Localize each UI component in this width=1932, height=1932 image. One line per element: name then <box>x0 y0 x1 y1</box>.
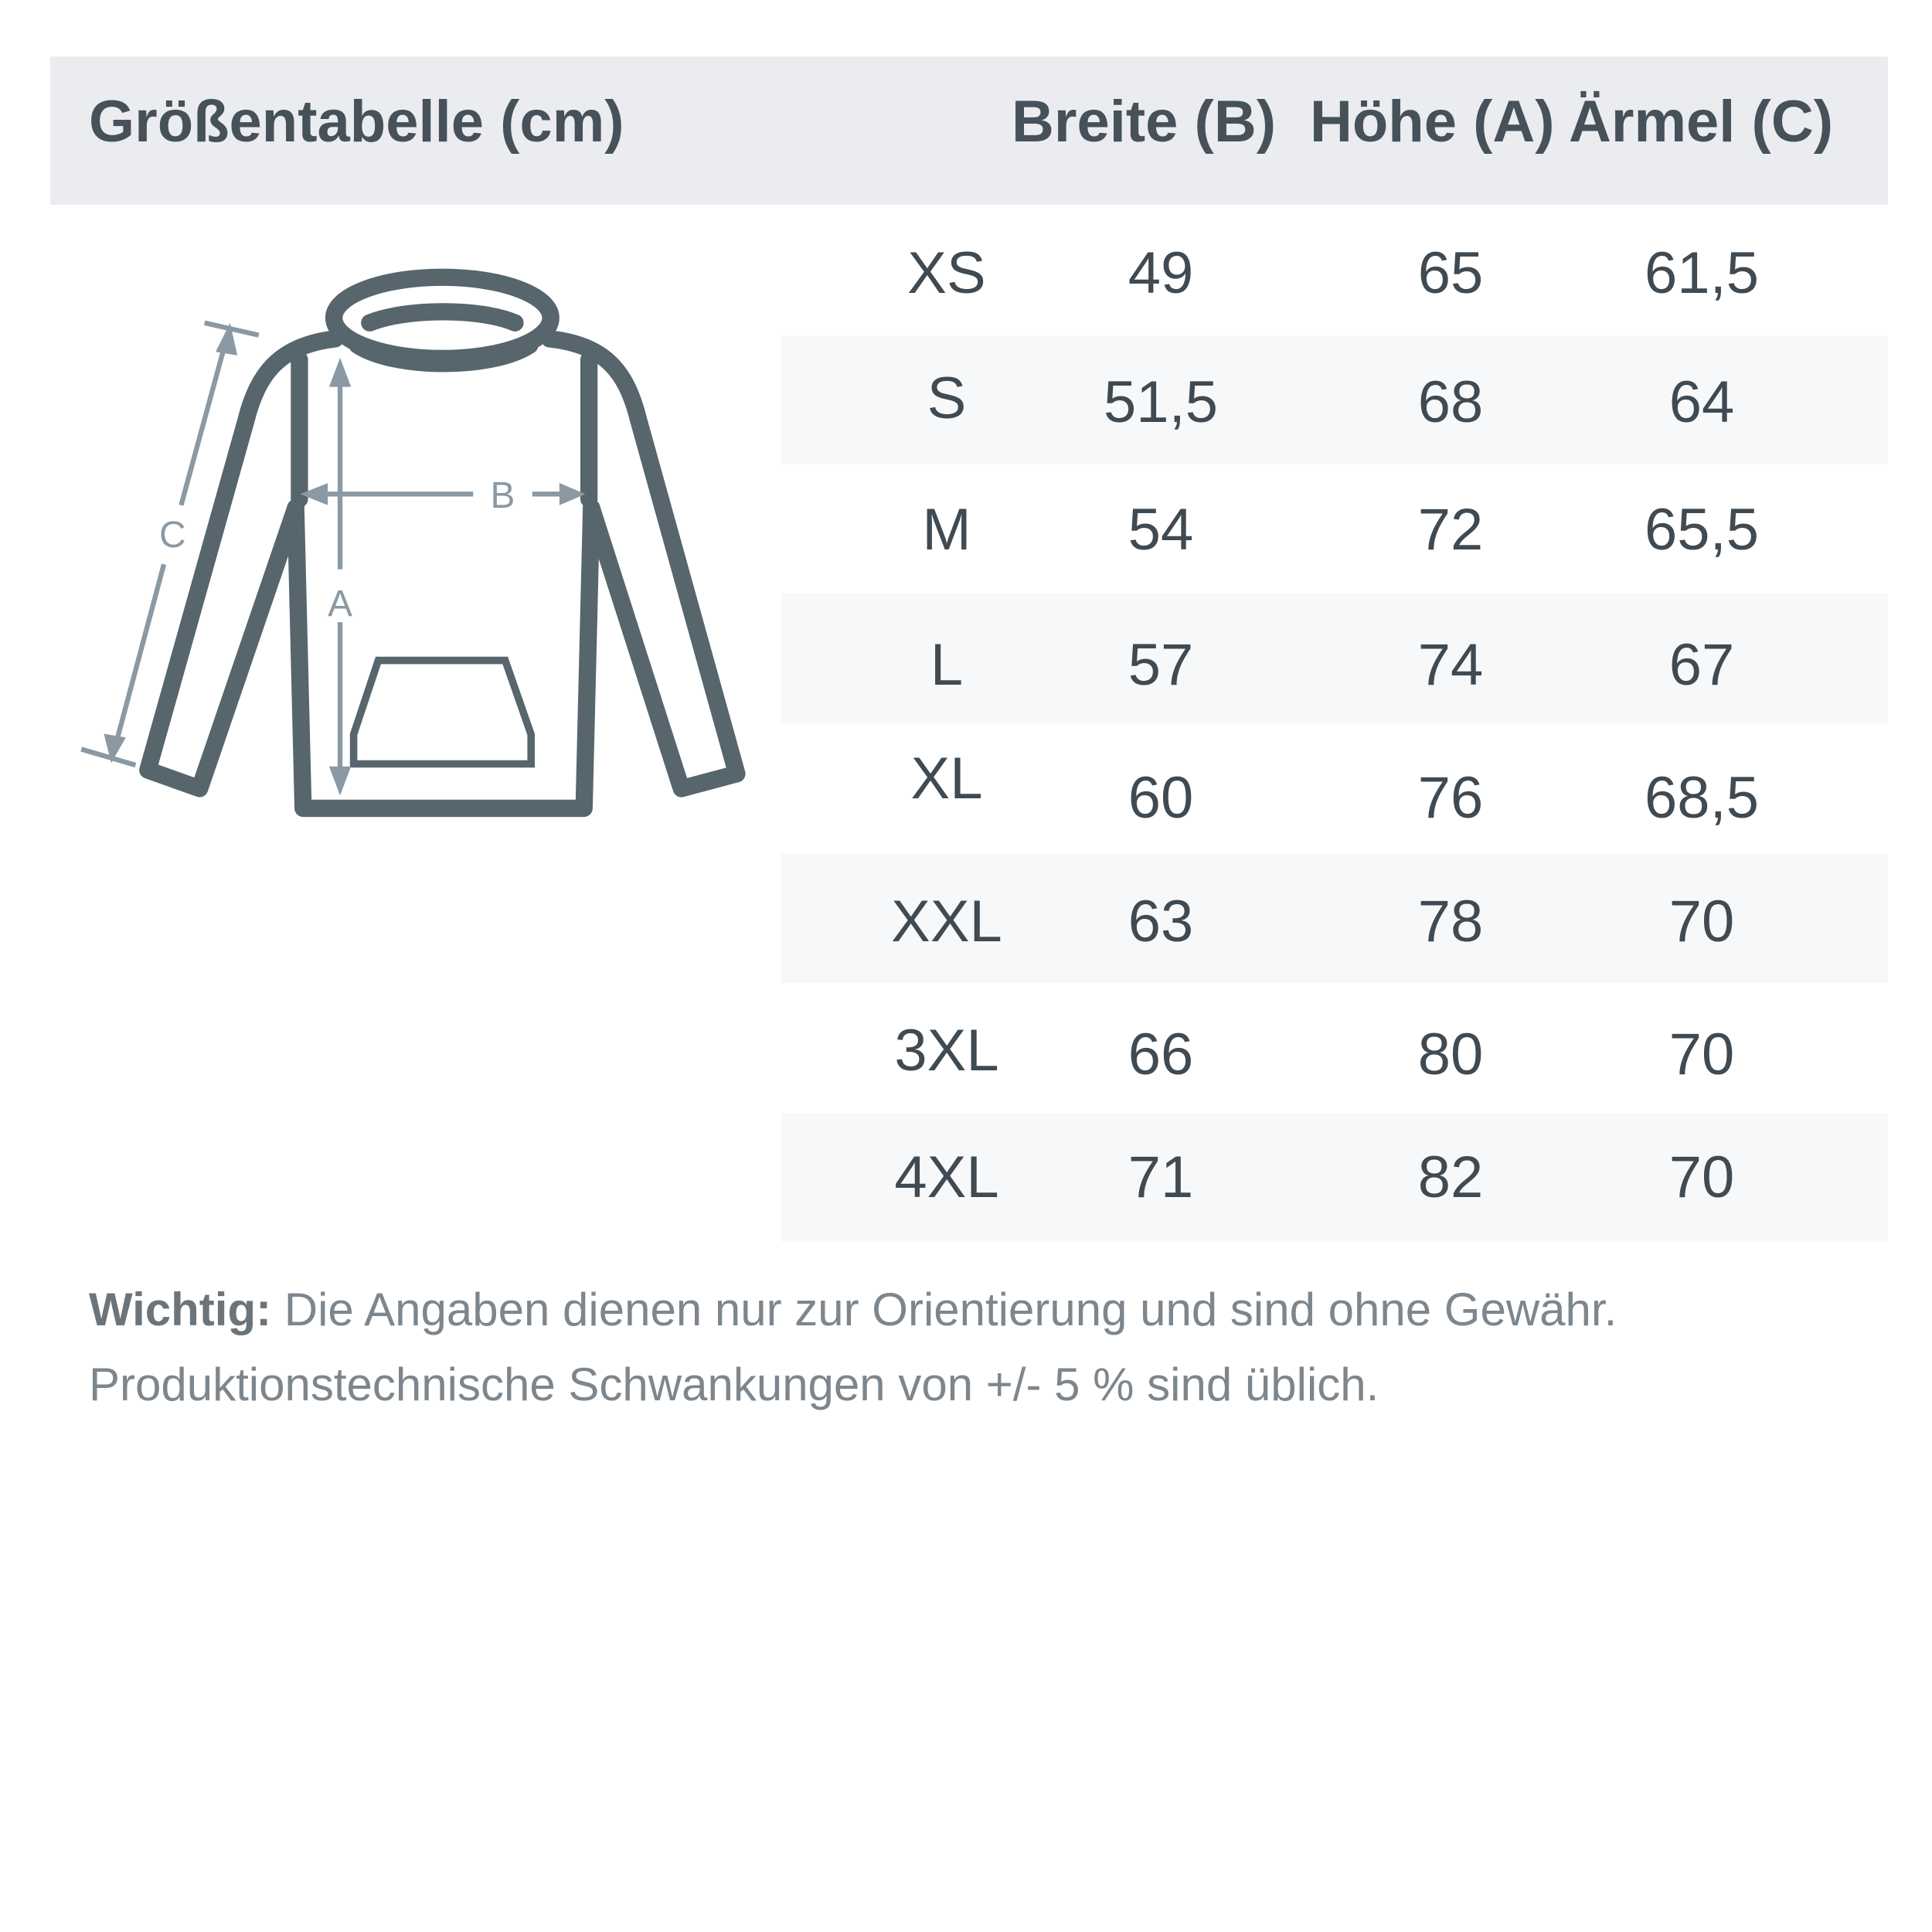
note-text: Die Angaben dienen nur zur Orientierung … <box>271 1284 1617 1335</box>
column-header-hoehe: Höhe (A) <box>1310 89 1555 155</box>
pocket-icon <box>349 656 535 768</box>
cell-size: XL <box>910 746 983 811</box>
cell-aermel: 70 <box>1668 889 1735 954</box>
label-c: C <box>159 515 186 556</box>
cell-size: 3XL <box>894 1018 999 1083</box>
cell-breite: 54 <box>1128 497 1194 563</box>
cell-hoehe: 72 <box>1417 497 1484 563</box>
cell-hoehe: 68 <box>1417 369 1484 435</box>
row-stripe <box>781 854 1888 983</box>
column-header-breite: Breite (B) <box>1012 89 1277 155</box>
cell-hoehe: 78 <box>1417 889 1484 954</box>
cell-size: XXL <box>891 889 1002 954</box>
cell-aermel: 68,5 <box>1645 765 1759 831</box>
page-title: Größentabelle (cm) <box>89 89 624 155</box>
cell-aermel: 61,5 <box>1645 240 1759 306</box>
cell-breite: 66 <box>1128 1022 1194 1087</box>
cell-size: M <box>922 497 971 563</box>
cell-size: S <box>927 366 967 431</box>
cell-breite: 49 <box>1128 240 1194 306</box>
cell-hoehe: 65 <box>1417 240 1484 306</box>
note-line-2: Produktionstechnische Schwankungen von +… <box>89 1359 1379 1410</box>
column-header-aermel: Ärmel (C) <box>1569 89 1834 155</box>
cell-aermel: 70 <box>1668 1145 1735 1210</box>
label-b: B <box>491 475 515 516</box>
row-stripe <box>781 1114 1888 1242</box>
note-bold: Wichtig: <box>89 1284 272 1335</box>
table-header <box>50 56 1888 205</box>
row-stripe <box>781 335 1888 464</box>
cell-size: L <box>930 632 964 698</box>
row-stripe <box>781 594 1888 723</box>
cell-aermel: 64 <box>1668 369 1735 435</box>
cell-hoehe: 74 <box>1417 632 1484 698</box>
cell-hoehe: 76 <box>1417 765 1484 831</box>
cell-breite: 60 <box>1128 765 1194 831</box>
hoodie-outline-icon <box>139 268 746 818</box>
cell-hoehe: 80 <box>1417 1022 1484 1087</box>
cell-breite: 71 <box>1128 1145 1194 1210</box>
cell-aermel: 70 <box>1668 1022 1735 1087</box>
cell-breite: 63 <box>1128 889 1194 954</box>
measure-lines <box>80 320 586 796</box>
cell-breite: 51,5 <box>1104 369 1218 435</box>
cell-breite: 57 <box>1128 632 1194 698</box>
cell-size: XS <box>907 240 986 306</box>
label-a: A <box>328 583 352 624</box>
cell-hoehe: 82 <box>1417 1145 1484 1210</box>
note-line-1: Wichtig: Die Angaben dienen nur zur Orie… <box>89 1287 1617 1333</box>
cell-size: 4XL <box>894 1145 999 1210</box>
cell-aermel: 65,5 <box>1645 497 1759 563</box>
cell-aermel: 67 <box>1668 632 1735 698</box>
